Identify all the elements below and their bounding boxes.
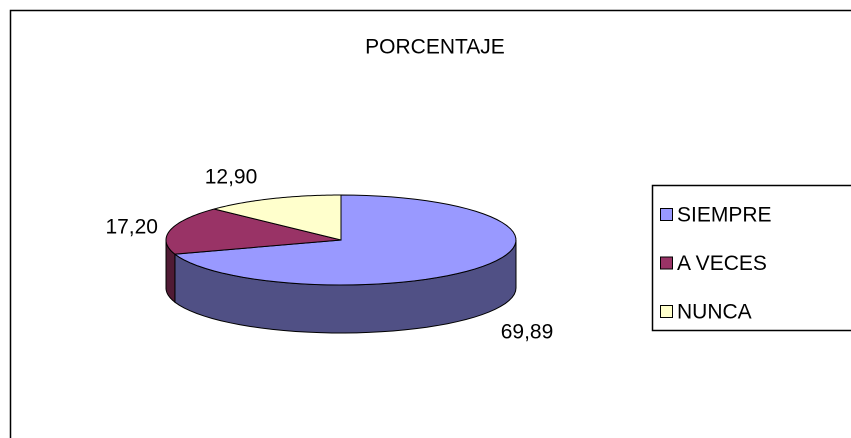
legend-label: A VECES	[677, 252, 767, 275]
data-label: 17,20	[105, 216, 158, 239]
pie-slice	[214, 194, 342, 241]
legend-box	[651, 184, 851, 332]
legend-label: SIEMPRE	[677, 204, 772, 227]
legend-swatch	[660, 256, 673, 270]
data-label: 12,90	[205, 166, 258, 189]
pie-slice	[165, 208, 342, 255]
data-label: 69,89	[501, 321, 554, 344]
legend-swatch	[660, 305, 673, 318]
legend-swatch	[660, 208, 673, 221]
pie-slice	[173, 194, 517, 286]
legend-label: NUNCA	[677, 301, 752, 324]
chart-title: PORCENTAJE	[365, 36, 505, 59]
